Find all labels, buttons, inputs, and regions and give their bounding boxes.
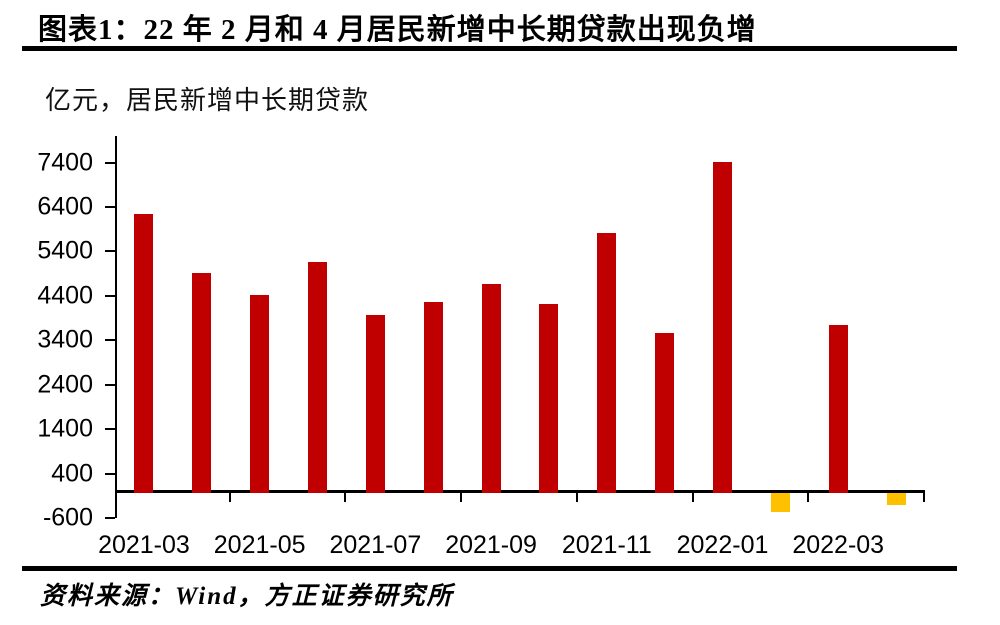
x-tick-label: 2022-03 xyxy=(792,531,885,560)
source-divider xyxy=(22,566,957,571)
y-axis-line xyxy=(115,136,117,518)
bar-2022-04 xyxy=(886,493,906,506)
bar-2022-01 xyxy=(713,161,732,494)
y-tick-label: -600 xyxy=(42,503,93,532)
title-divider xyxy=(22,46,957,51)
x-axis-line xyxy=(115,490,925,494)
y-tick xyxy=(105,206,115,209)
bar-2022-03 xyxy=(828,325,848,494)
bar-2021-04 xyxy=(192,272,212,494)
y-tick xyxy=(105,428,115,431)
y-tick-label: 7400 xyxy=(37,148,93,177)
x-tick-label: 2022-01 xyxy=(676,531,769,560)
y-tick xyxy=(105,383,115,386)
y-tick xyxy=(105,472,115,475)
bar-2021-03 xyxy=(134,214,154,494)
y-tick-label: 400 xyxy=(51,459,93,488)
x-tick-label: 2021-07 xyxy=(329,531,422,560)
bar-2021-10 xyxy=(539,303,559,494)
x-tick xyxy=(228,492,231,503)
y-tick-label: 5400 xyxy=(37,236,93,265)
y-tick xyxy=(105,161,115,164)
bar-2021-08 xyxy=(423,302,443,494)
bar-2021-12 xyxy=(655,333,675,494)
bar-2022-02 xyxy=(770,493,790,512)
x-tick xyxy=(807,492,810,503)
chart-unit-subtitle: 亿元，居民新增中长期贷款 xyxy=(45,85,370,115)
bar-2021-05 xyxy=(250,294,270,494)
bar-2021-07 xyxy=(365,314,385,494)
x-tick xyxy=(344,492,347,503)
plot-area: 7400 6400 5400 4400 3400 2400 1400 400 -600 2021-… xyxy=(37,136,925,559)
x-tick xyxy=(691,492,694,503)
x-tick-label: 2021-05 xyxy=(213,531,306,560)
y-tick-label: 4400 xyxy=(37,281,93,310)
x-tick xyxy=(575,492,578,503)
y-tick xyxy=(105,339,115,342)
bar-2021-06 xyxy=(308,262,327,494)
source-text: 资料来源：Wind，方正证券研究所 xyxy=(40,583,454,610)
y-tick-label: 1400 xyxy=(37,414,93,443)
y-tick-label: 3400 xyxy=(37,325,93,354)
x-tick-label: 2021-03 xyxy=(98,531,190,560)
x-tick-label: 2021-11 xyxy=(561,531,652,560)
y-tick xyxy=(105,294,115,297)
y-tick xyxy=(105,517,115,519)
y-tick-label: 6400 xyxy=(37,192,93,221)
figure-title: 图表1：22 年 2 月和 4 月居民新增中长期贷款出现负增 xyxy=(38,14,757,46)
x-tick xyxy=(460,492,463,503)
bar-2021-09 xyxy=(481,284,501,494)
y-tick-label: 2400 xyxy=(37,370,93,399)
x-tick-label: 2021-09 xyxy=(445,531,537,560)
bar-2021-11 xyxy=(597,232,617,494)
x-tick xyxy=(923,492,925,503)
y-tick xyxy=(105,250,115,253)
